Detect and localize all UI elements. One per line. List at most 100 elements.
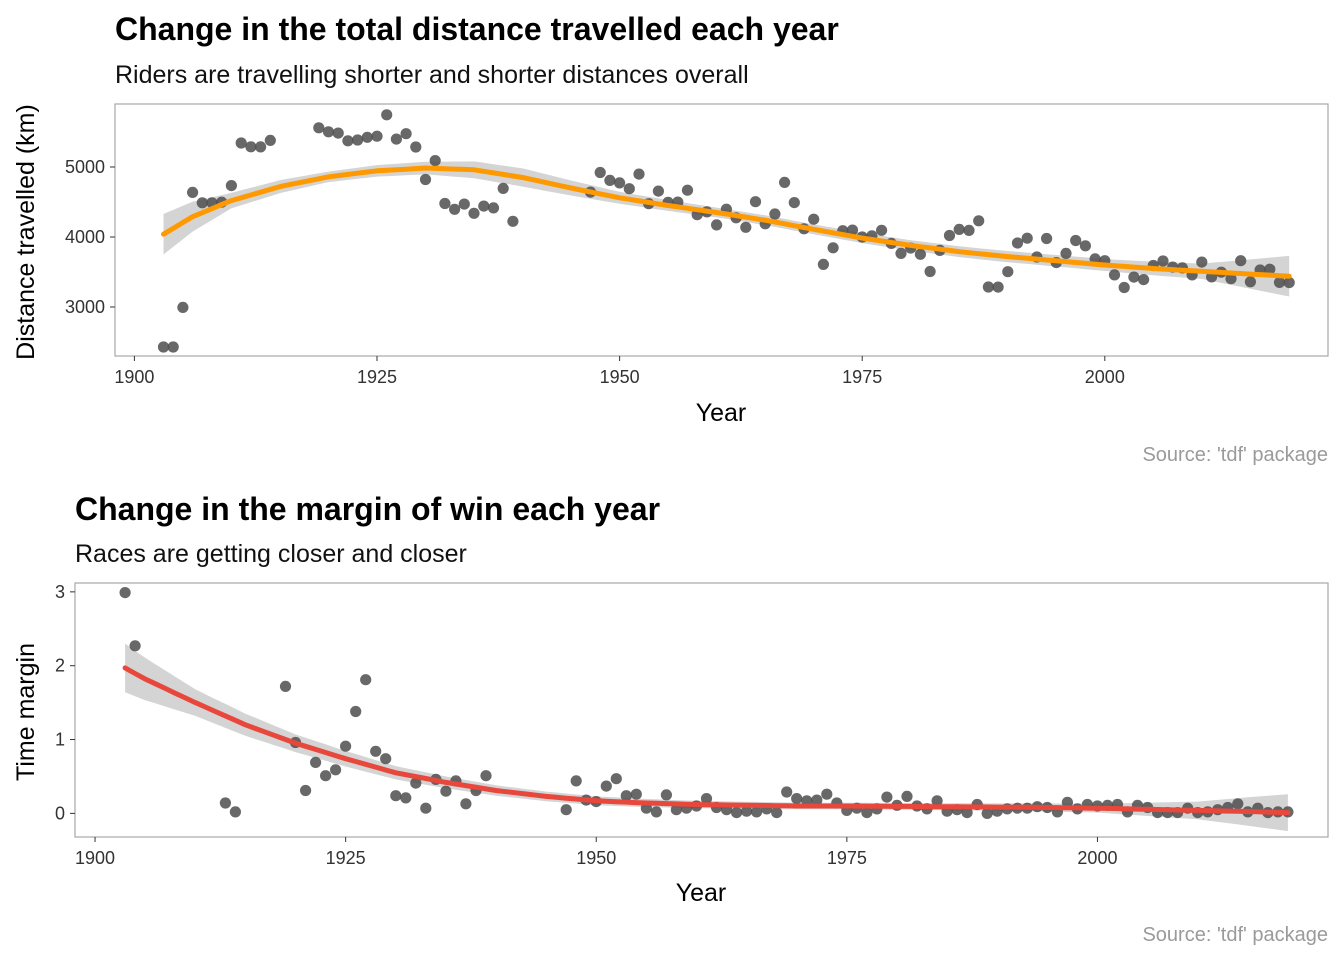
margin-data-point <box>771 807 783 819</box>
margin-x-tick-label: 1900 <box>75 848 115 868</box>
margin-x-tick-label: 2000 <box>1077 848 1117 868</box>
margin-data-point <box>821 788 833 800</box>
margin-chart-subtitle: Races are getting closer and closer <box>75 540 467 568</box>
distance-data-point <box>1011 237 1024 249</box>
margin-data-point <box>1232 798 1244 810</box>
margin-x-ticks: 1900 1925 1950 1975 2000 <box>75 837 1117 868</box>
distance-data-point <box>313 122 325 134</box>
margin-source-caption: Source: 'tdf' package <box>1142 924 1328 946</box>
distance-y-tick-label: 4000 <box>65 227 105 247</box>
margin-data-point <box>400 792 412 804</box>
margin-data-point <box>1061 796 1073 808</box>
margin-data-point <box>340 740 352 752</box>
margin-y-ticks: 0 1 2 3 <box>55 582 75 823</box>
margin-y-tick-label: 2 <box>55 656 65 676</box>
distance-data-point <box>749 196 762 208</box>
margin-data-point <box>330 764 342 776</box>
distance-chart-title: Change in the total distance travelled e… <box>115 11 839 47</box>
distance-data-point <box>788 197 800 209</box>
distance-data-point <box>1225 273 1237 285</box>
margin-plot-frame <box>74 582 1329 838</box>
distance-y-tick-label: 5000 <box>65 157 105 177</box>
distance-data-point <box>458 198 470 210</box>
distance-x-tick-label: 1950 <box>600 367 640 387</box>
margin-data-point <box>961 807 973 819</box>
distance-data-point <box>342 135 354 147</box>
distance-data-point <box>1264 263 1276 275</box>
distance-data-point <box>594 166 606 179</box>
margin-data-point <box>350 705 362 718</box>
distance-data-point <box>255 141 267 153</box>
distance-data-point <box>740 221 752 233</box>
margin-x-tick-label: 1950 <box>576 848 616 868</box>
margin-data-point <box>229 806 241 818</box>
distance-data-point <box>507 215 519 227</box>
distance-data-point <box>225 180 237 192</box>
distance-data-point <box>1196 256 1208 268</box>
margin-data-point <box>630 788 642 800</box>
margin-data-point <box>931 795 943 807</box>
distance-x-tick-label: 2000 <box>1085 367 1125 387</box>
margin-data-point <box>390 790 402 802</box>
distance-data-point <box>633 168 645 180</box>
distance-data-point <box>604 174 616 186</box>
margin-smooth-trend-line <box>122 665 1291 816</box>
distance-data-point <box>196 197 208 209</box>
distance-data-point <box>963 224 975 236</box>
distance-data-point <box>487 202 500 214</box>
margin-data-point <box>279 680 292 693</box>
distance-data-point <box>1283 277 1295 289</box>
margin-points-group <box>119 587 1294 820</box>
distance-data-point <box>982 281 995 293</box>
distance-data-point <box>827 242 839 254</box>
distance-data-point <box>846 224 859 236</box>
distance-data-point <box>992 281 1004 293</box>
margin-data-point <box>360 674 372 686</box>
margin-data-point <box>660 789 673 801</box>
margin-panel: Change in the margin of win each year Ra… <box>12 491 1329 946</box>
distance-data-point <box>361 131 373 143</box>
margin-data-point <box>881 791 893 803</box>
distance-data-point <box>468 207 480 219</box>
distance-data-point <box>439 197 451 210</box>
distance-data-point <box>614 177 626 189</box>
distance-panel: Change in the total distance travelled e… <box>12 11 1329 466</box>
margin-data-point <box>791 793 803 805</box>
margin-data-point <box>300 784 312 797</box>
margin-data-point <box>570 775 582 787</box>
distance-data-point <box>478 200 490 212</box>
margin-data-point <box>420 802 432 814</box>
distance-data-point <box>177 301 189 313</box>
distance-data-point <box>1273 276 1286 288</box>
distance-data-point <box>895 247 907 259</box>
distance-data-point <box>381 109 393 121</box>
distance-data-point <box>1021 232 1033 244</box>
margin-data-point <box>861 807 873 819</box>
distance-data-point <box>1041 232 1053 245</box>
distance-x-tick-label: 1975 <box>842 367 882 387</box>
distance-data-point <box>1157 255 1169 267</box>
margin-smooth-group <box>122 665 1291 816</box>
distance-data-point <box>769 208 781 220</box>
distance-data-point <box>167 341 179 353</box>
margin-data-point <box>310 756 322 769</box>
margin-y-tick-label: 1 <box>55 730 65 750</box>
distance-y-tick-label: 3000 <box>65 297 105 317</box>
distance-data-point <box>876 224 888 236</box>
distance-source-caption: Source: 'tdf' package <box>1142 444 1328 466</box>
distance-data-point <box>1079 240 1091 252</box>
distance-plot-frame <box>114 103 1329 357</box>
distance-data-point <box>1070 234 1082 247</box>
distance-data-point <box>779 176 791 188</box>
distance-x-ticks: 1900 1925 1950 1975 2000 <box>114 356 1125 387</box>
margin-data-point <box>620 790 632 802</box>
margin-x-tick-label: 1925 <box>326 848 366 868</box>
distance-data-point <box>652 185 665 197</box>
margin-data-point <box>811 794 823 806</box>
margin-data-point <box>380 753 392 765</box>
margin-data-point <box>600 780 612 792</box>
distance-data-point <box>973 215 985 227</box>
distance-data-point <box>1060 247 1072 259</box>
distance-data-point <box>429 155 441 167</box>
